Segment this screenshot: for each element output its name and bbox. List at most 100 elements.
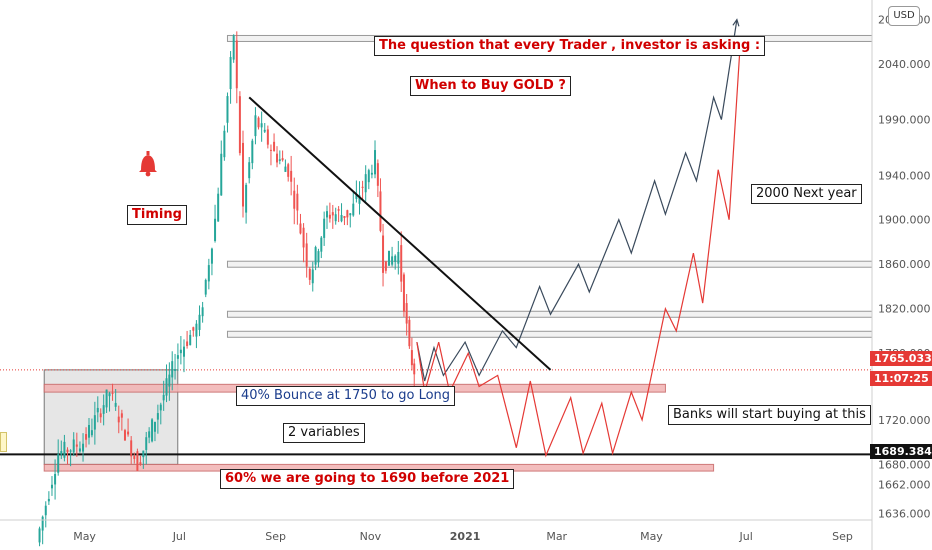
candle-body [251, 140, 254, 164]
candle-body [343, 215, 346, 219]
candle-body [238, 96, 241, 154]
y-tick-label: 1990.000 [878, 114, 931, 127]
candle-body [413, 363, 416, 375]
candle-body [355, 194, 358, 199]
candle-body [367, 170, 370, 183]
candle-body [139, 462, 142, 465]
timing-annotation: Timing [127, 205, 187, 225]
candle-body [379, 191, 382, 231]
candle-body [278, 159, 281, 161]
candle-body [402, 274, 405, 312]
candle-body [296, 193, 299, 211]
candle-body [72, 439, 75, 453]
candle-body [179, 349, 182, 354]
candle-body [207, 265, 210, 282]
candle-body [287, 164, 290, 177]
drop-annotation: 60% we are going to 1690 before 2021 [220, 469, 515, 489]
candle-body [151, 419, 154, 442]
candle-body [254, 115, 257, 137]
candle-body [57, 454, 60, 473]
candle-body [293, 190, 296, 209]
next-year-annotation: 2000 Next year [751, 184, 862, 204]
candle-body [374, 150, 377, 175]
candle-body [117, 416, 120, 423]
y-tick-label: 1820.000 [878, 303, 931, 316]
level-band-3 [226, 330, 873, 338]
candle-body [66, 449, 69, 453]
candle-body [384, 261, 387, 271]
candle-body [87, 425, 90, 438]
candle-body [153, 422, 156, 432]
candle-body [263, 129, 266, 132]
candle-body [269, 149, 272, 151]
candle-body [229, 56, 232, 90]
y-tick-label: 1662.000 [878, 478, 931, 491]
candle-body [111, 392, 114, 394]
candle-body [302, 227, 305, 248]
alert-bell-icon[interactable] [139, 151, 157, 177]
candle-body [223, 130, 226, 158]
candle-body [346, 210, 349, 218]
countdown-tag: 11:07:25 [870, 371, 932, 386]
candle-body [364, 174, 367, 193]
candle-body [159, 404, 162, 411]
y-tick-label: 2040.000 [878, 58, 931, 71]
candle-body [44, 505, 47, 516]
candle-body [165, 378, 168, 396]
candle-body [337, 209, 340, 211]
x-tick-label: May [640, 530, 663, 543]
candle-body [174, 369, 177, 371]
candle-body [90, 430, 93, 436]
candle-body [47, 498, 50, 502]
candle-body [210, 248, 213, 264]
candle-body [242, 142, 245, 207]
when-to-buy-annotation: When to Buy GOLD ? [410, 76, 571, 96]
candle-body [352, 203, 355, 216]
candle-body [232, 35, 235, 60]
candle-body [273, 141, 276, 151]
banks-annotation: Banks will start buying at this [668, 405, 871, 425]
downtrend-line [248, 96, 552, 371]
candle-body [276, 153, 279, 163]
y-tick-label: 1720.000 [878, 414, 931, 427]
candle-body [186, 341, 189, 346]
candle-body [120, 413, 123, 418]
candle-body [349, 213, 352, 216]
currency-badge[interactable]: USD [888, 6, 920, 26]
candle-body [248, 162, 251, 179]
trendline-layer [248, 96, 552, 371]
candle-body [314, 247, 317, 265]
candle-body [102, 405, 105, 414]
current-price-tag: 1765.033 [870, 351, 932, 366]
candle-body [217, 193, 220, 222]
x-tick-label: 2021 [450, 530, 481, 543]
candle-body [376, 163, 379, 186]
x-tick-label: May [73, 530, 96, 543]
candle-body [85, 434, 88, 440]
candle-body [308, 268, 311, 280]
candle-body [114, 402, 117, 407]
x-tick-label: Mar [546, 530, 567, 543]
candle-body [334, 214, 337, 222]
candle-body [391, 256, 394, 265]
candle-body [281, 158, 284, 161]
candle-body [148, 431, 151, 438]
level-price-tag: 1689.384 [870, 444, 932, 459]
candle-body [96, 407, 99, 413]
candle-body [189, 334, 192, 346]
candle-body [78, 448, 81, 452]
candle-body [323, 218, 326, 238]
x-tick-label: Nov [360, 530, 382, 543]
candle-body [60, 450, 63, 455]
candle-body [370, 172, 373, 175]
candle-body [226, 96, 229, 123]
x-tick-label: Sep [265, 530, 286, 543]
candle-body [311, 269, 314, 284]
candle-body [145, 437, 148, 450]
y-tick-label: 1680.000 [878, 458, 931, 471]
candle-body [108, 393, 111, 397]
variables-annotation: 2 variables [283, 423, 365, 443]
candle-body [162, 394, 165, 401]
question-annotation: The question that every Trader , investo… [374, 36, 766, 56]
level-band-1 [226, 260, 873, 268]
